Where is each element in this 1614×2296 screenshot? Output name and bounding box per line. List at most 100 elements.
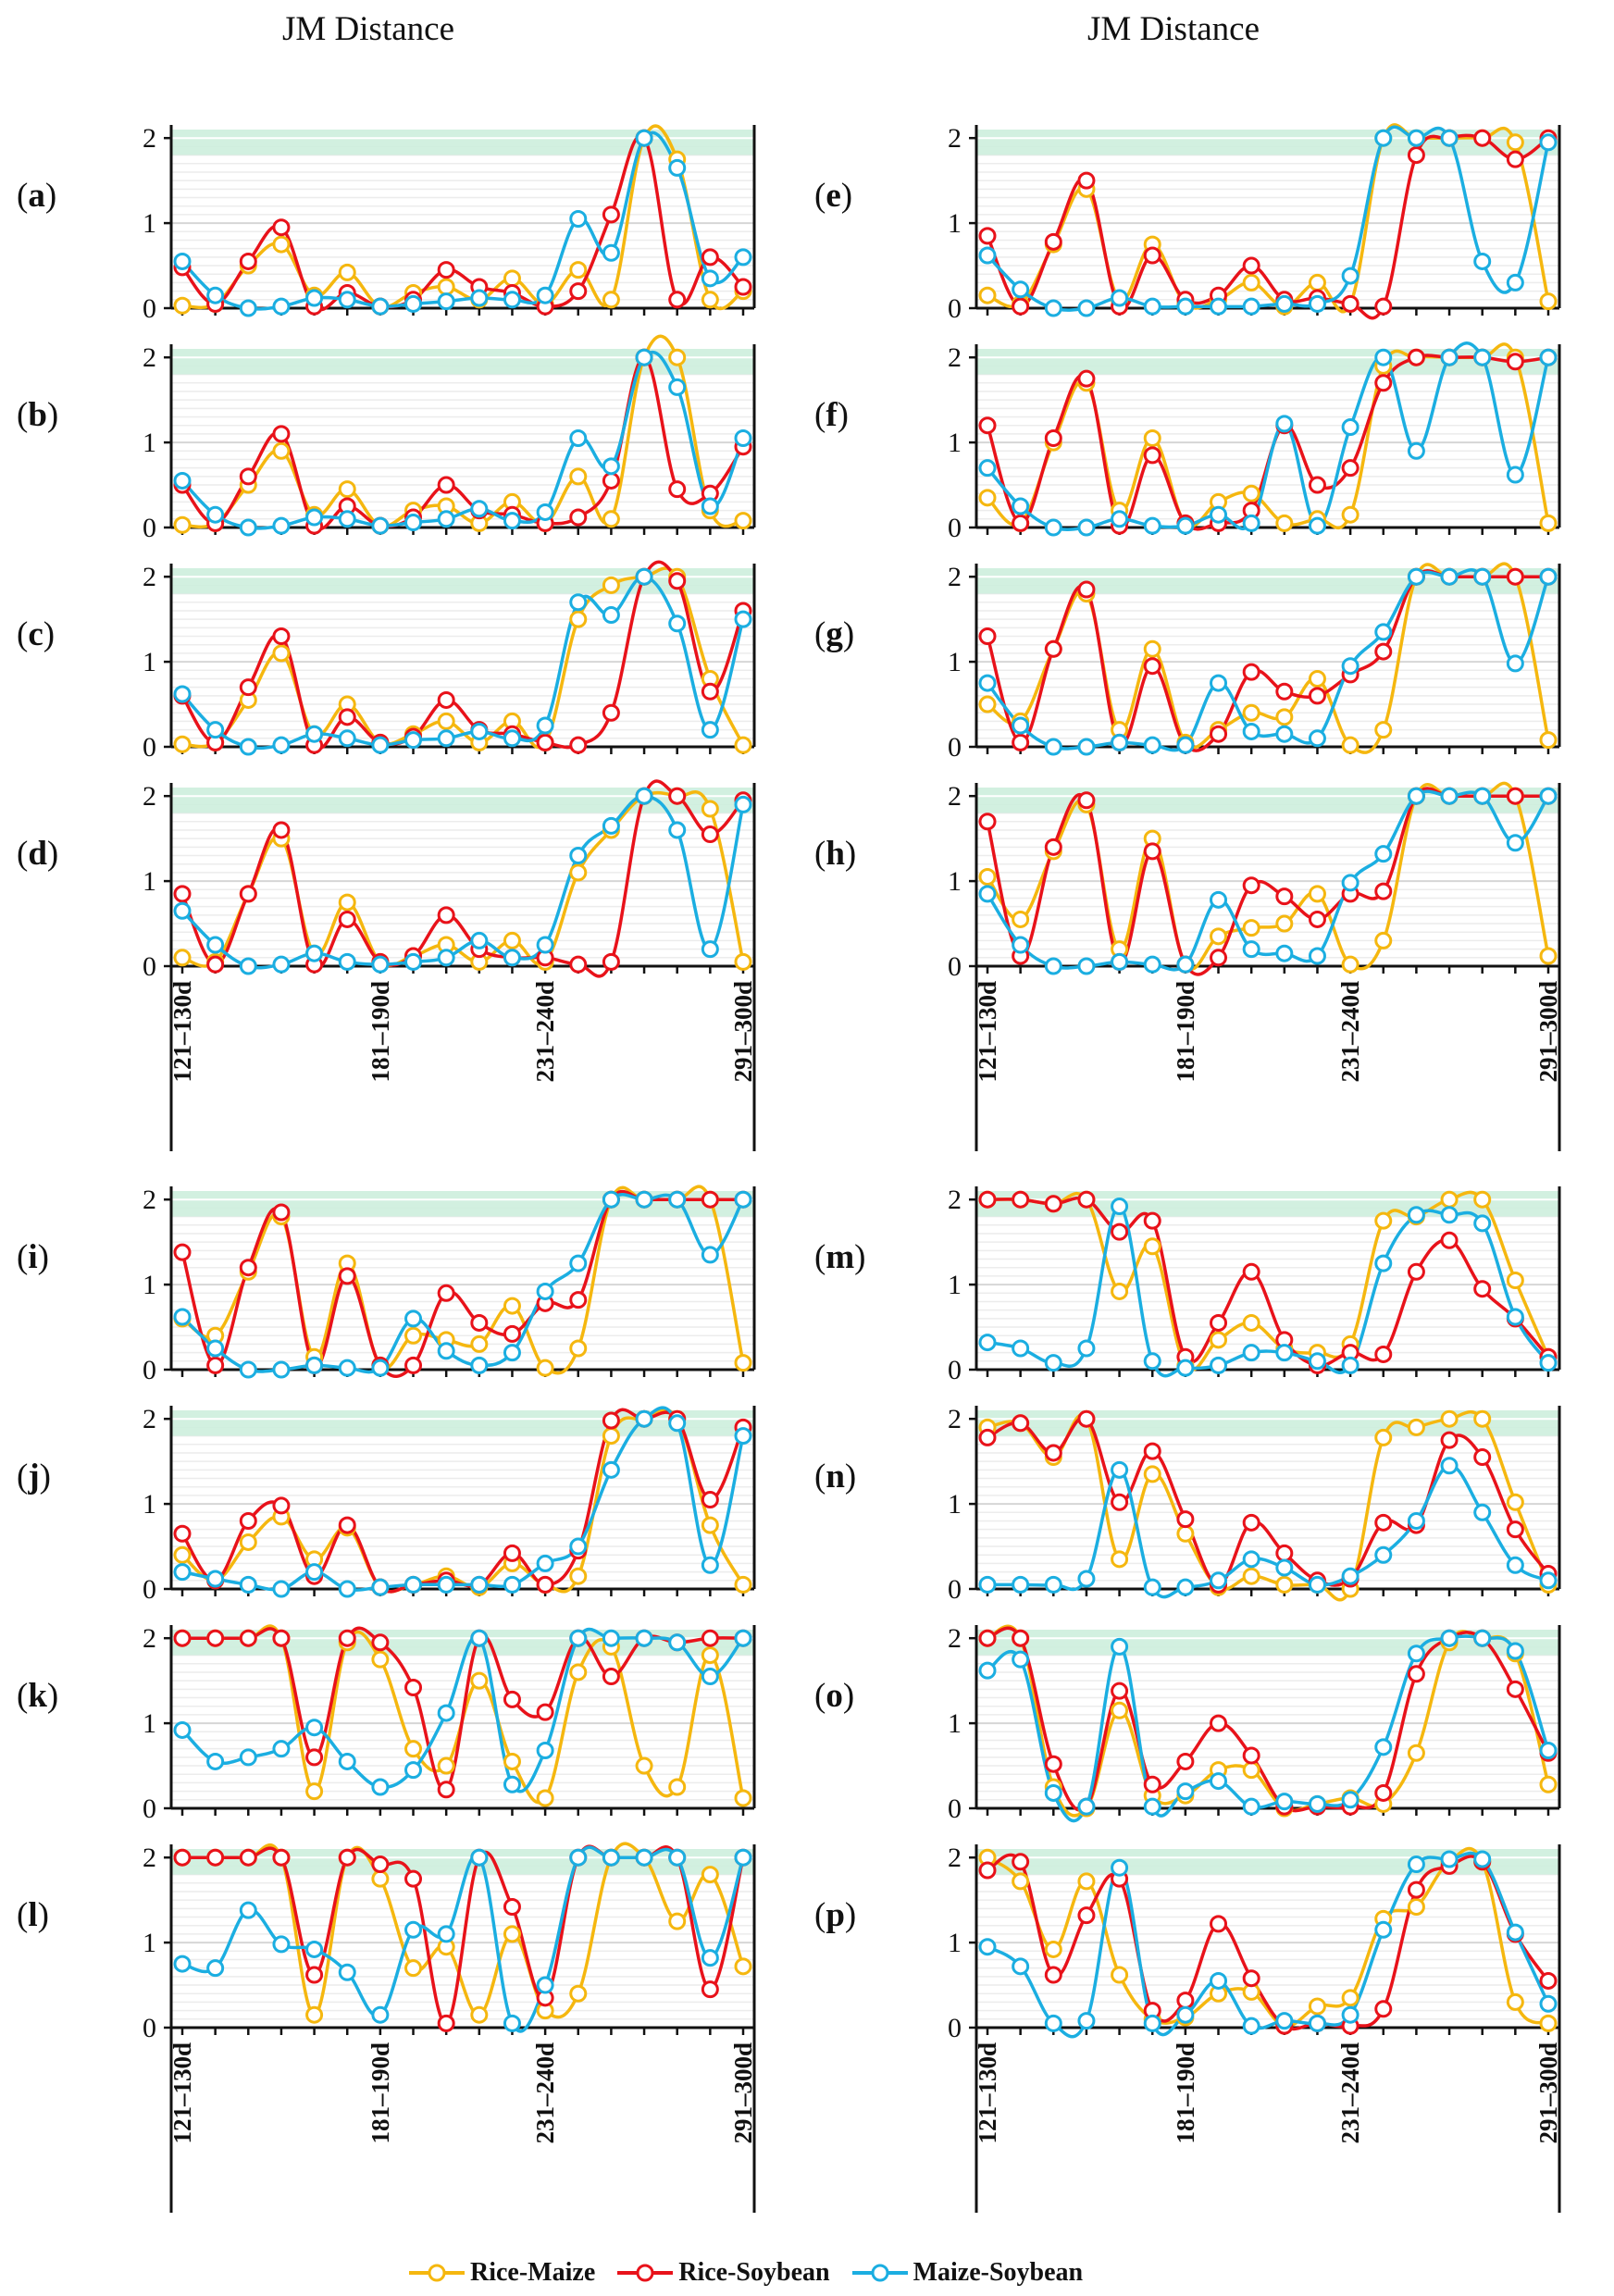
data-point (1374, 1783, 1393, 1802)
data-point (1407, 1262, 1425, 1281)
data-point (701, 291, 719, 309)
panel-n: 0 1 2 (948, 1404, 1561, 1605)
data-point (1077, 1797, 1096, 1816)
data-point (470, 1334, 489, 1353)
data-point (1374, 348, 1393, 366)
data-point (1407, 1206, 1425, 1224)
y-tick-label: 2 (143, 1185, 156, 1215)
data-point (1374, 1738, 1393, 1756)
data-point (1143, 246, 1161, 265)
data-point (701, 1980, 719, 1999)
data-point (1308, 2014, 1326, 2032)
data-point (1210, 1915, 1228, 1933)
data-point (1111, 1682, 1129, 1700)
data-point (1506, 1992, 1524, 2011)
data-point (206, 1959, 225, 1978)
data-point (1308, 669, 1326, 688)
data-point (701, 800, 719, 818)
data-point (371, 297, 390, 316)
data-point (470, 1356, 489, 1374)
data-point (173, 515, 192, 534)
data-point (338, 480, 356, 499)
data-point (1539, 292, 1558, 311)
data-point (305, 1940, 324, 1958)
data-point (734, 429, 752, 447)
data-point (1374, 1428, 1393, 1446)
data-point (1473, 1409, 1492, 1428)
data-point (701, 1629, 719, 1647)
data-point (1176, 1524, 1195, 1543)
data-point (503, 2014, 521, 2032)
data-point (437, 690, 455, 709)
data-point (173, 1308, 192, 1326)
legend-swatch-maize-soybean (851, 2264, 908, 2282)
data-point (503, 1297, 521, 1315)
data-point (503, 729, 521, 748)
data-point (602, 576, 620, 594)
data-point (371, 1633, 390, 1652)
data-point (1539, 514, 1558, 532)
data-point (1539, 1354, 1558, 1372)
data-point (1210, 297, 1228, 316)
data-point (569, 1254, 588, 1272)
y-tick-label: 1 (948, 428, 962, 458)
data-point (1210, 725, 1228, 743)
data-point (1440, 1409, 1459, 1428)
data-point (1341, 1567, 1359, 1585)
data-point (668, 158, 687, 177)
data-point (569, 210, 588, 228)
data-point (305, 2005, 324, 2024)
data-point (404, 731, 423, 750)
y-tick-label: 2 (143, 1623, 156, 1654)
data-point (569, 863, 588, 882)
data-point (1111, 1493, 1129, 1511)
data-point (173, 296, 192, 315)
data-point (272, 425, 291, 443)
panel-label-j: (j) (17, 1458, 51, 1496)
data-point (1407, 1644, 1425, 1663)
data-point (1044, 738, 1062, 756)
panel-label-o: (o) (814, 1677, 855, 1715)
data-point (338, 263, 356, 281)
data-point (1374, 129, 1393, 147)
data-point (1506, 654, 1524, 673)
data-point (371, 516, 390, 535)
y-tick-label: 1 (143, 428, 156, 458)
y-tick-label: 1 (948, 1928, 962, 1958)
data-point (1506, 1272, 1524, 1289)
threshold-band (976, 130, 1559, 155)
data-point (470, 722, 489, 740)
data-point (734, 795, 752, 813)
y-tick-label: 1 (143, 208, 156, 239)
data-point (1044, 1755, 1062, 1773)
data-point (1341, 874, 1359, 892)
data-point (371, 955, 390, 974)
data-point (1275, 2012, 1294, 2030)
data-point (734, 610, 752, 628)
data-point (1374, 931, 1393, 949)
data-point (1275, 1575, 1294, 1594)
data-point (437, 1284, 455, 1302)
data-point (1275, 1344, 1294, 1362)
data-point (1275, 944, 1294, 962)
data-point (173, 1720, 192, 1739)
y-tick-label: 0 (948, 1793, 962, 1824)
panel-o: 0 1 2 (948, 1623, 1561, 1824)
data-point (1143, 1465, 1161, 1483)
data-point (338, 952, 356, 971)
data-point (1374, 882, 1393, 900)
data-point (1440, 1190, 1459, 1209)
data-point (470, 1313, 489, 1332)
data-point (1143, 1352, 1161, 1371)
data-point (1012, 733, 1030, 751)
data-point (404, 952, 423, 971)
y-tick-label: 2 (143, 781, 156, 812)
data-point (1176, 1578, 1195, 1596)
data-point (701, 269, 719, 288)
data-point (338, 1267, 356, 1285)
data-point (1275, 914, 1294, 933)
data-point (1407, 129, 1425, 147)
data-point (503, 1925, 521, 1943)
data-point (1077, 791, 1096, 810)
data-point (536, 1703, 554, 1721)
